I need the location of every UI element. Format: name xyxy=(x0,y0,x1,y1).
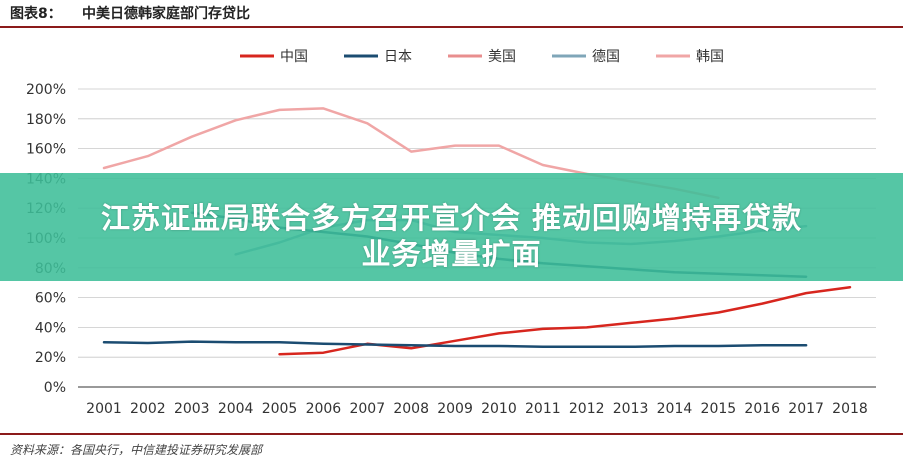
x-tick-label: 2011 xyxy=(525,401,561,417)
x-tick-label: 2017 xyxy=(788,401,824,417)
figure-number: 图表8： xyxy=(10,6,62,22)
y-tick-label: 180% xyxy=(26,112,66,128)
x-tick-label: 2010 xyxy=(481,401,517,417)
news-overlay-banner: 江苏证监局联合多方召开宣介会 推动回购增持再贷款 业务增量扩面 xyxy=(0,173,903,281)
x-tick-label: 2005 xyxy=(262,401,298,417)
y-tick-label: 20% xyxy=(35,350,66,366)
x-tick-label: 2001 xyxy=(86,401,122,417)
source-note: 资料来源：各国央行，中信建投证券研究发展部 xyxy=(10,443,263,457)
banner-headline-line2: 业务增量扩面 xyxy=(361,237,542,271)
x-tick-label: 2012 xyxy=(569,401,605,417)
y-tick-label: 60% xyxy=(35,291,66,307)
legend-label: 美国 xyxy=(488,49,516,65)
figure-title: 中美日德韩家庭部门存贷比 xyxy=(82,6,250,22)
legend-label: 中国 xyxy=(280,49,308,65)
x-tick-label: 2014 xyxy=(657,401,693,417)
x-tick-label: 2016 xyxy=(744,401,780,417)
y-tick-label: 40% xyxy=(35,320,66,336)
x-tick-label: 2004 xyxy=(218,401,254,417)
x-tick-label: 2002 xyxy=(130,401,166,417)
x-tick-label: 2009 xyxy=(437,401,473,417)
legend-label: 德国 xyxy=(592,49,620,65)
y-tick-label: 160% xyxy=(26,142,66,158)
banner-headline-line1: 江苏证监局联合多方召开宣介会 推动回购增持再贷款 xyxy=(100,201,803,235)
x-tick-label: 2018 xyxy=(832,401,868,417)
legend-label: 韩国 xyxy=(696,49,724,65)
x-tick-label: 2015 xyxy=(701,401,737,417)
x-tick-label: 2013 xyxy=(613,401,649,417)
x-tick-label: 2003 xyxy=(174,401,210,417)
y-tick-label: 200% xyxy=(26,82,66,98)
x-tick-label: 2008 xyxy=(393,401,429,417)
legend-label: 日本 xyxy=(384,49,412,65)
y-tick-label: 0% xyxy=(44,380,66,396)
figure-footer: 资料来源：各国央行，中信建投证券研究发展部 xyxy=(0,433,903,463)
series-line xyxy=(102,340,808,349)
figure-header: 图表8： 中美日德韩家庭部门存贷比 xyxy=(0,0,903,28)
x-tick-label: 2007 xyxy=(349,401,385,417)
x-tick-label: 2006 xyxy=(306,401,342,417)
